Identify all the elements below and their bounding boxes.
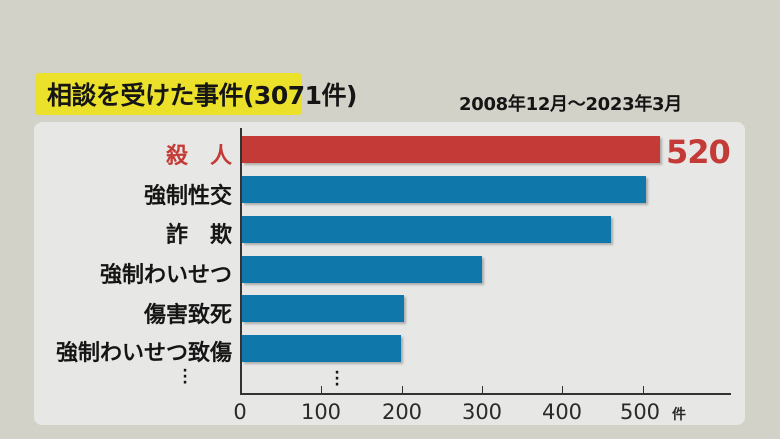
x-tick-label: 0	[233, 400, 247, 424]
x-tick-label: 300	[461, 400, 503, 424]
chart-title: 相談を受けた事件(3071件)	[35, 73, 357, 115]
x-axis-unit: 件	[672, 407, 686, 423]
bar-fraud	[242, 216, 611, 243]
x-axis-line	[240, 393, 731, 395]
category-label-indecent-assault: 強制わいせつ	[99, 263, 232, 288]
x-tick-label: 200	[381, 400, 423, 424]
bar-fatal-injury	[242, 295, 404, 322]
x-tick	[562, 386, 563, 394]
bar-indecent-assault-injury	[242, 335, 401, 362]
x-tick-label: 100	[300, 400, 342, 424]
x-tick-label: 500	[619, 400, 661, 424]
x-tick-label: 400	[541, 400, 583, 424]
y-axis-line	[240, 128, 242, 395]
category-label-fraud: 詐 欺	[165, 223, 232, 248]
category-label-indecent-assault-injury: 強制わいせつ致傷	[55, 341, 232, 366]
bar-ellipsis: · · ·	[334, 365, 340, 393]
bar-indecent-assault	[242, 256, 482, 283]
x-tick	[402, 386, 403, 394]
label-ellipsis: · · ·	[182, 363, 188, 391]
x-tick	[643, 386, 644, 394]
period-label: 2008年12月～2023年3月	[459, 94, 682, 115]
x-tick	[482, 386, 483, 394]
category-label-fatal-injury: 傷害致死	[143, 303, 232, 328]
value-label-murder: 520	[666, 133, 731, 171]
category-label-forced-intercourse: 強制性交	[143, 184, 232, 209]
category-label-murder: 殺 人	[165, 144, 232, 169]
bar-forced-intercourse	[242, 176, 646, 203]
bar-murder	[242, 136, 660, 163]
x-tick	[321, 386, 322, 394]
